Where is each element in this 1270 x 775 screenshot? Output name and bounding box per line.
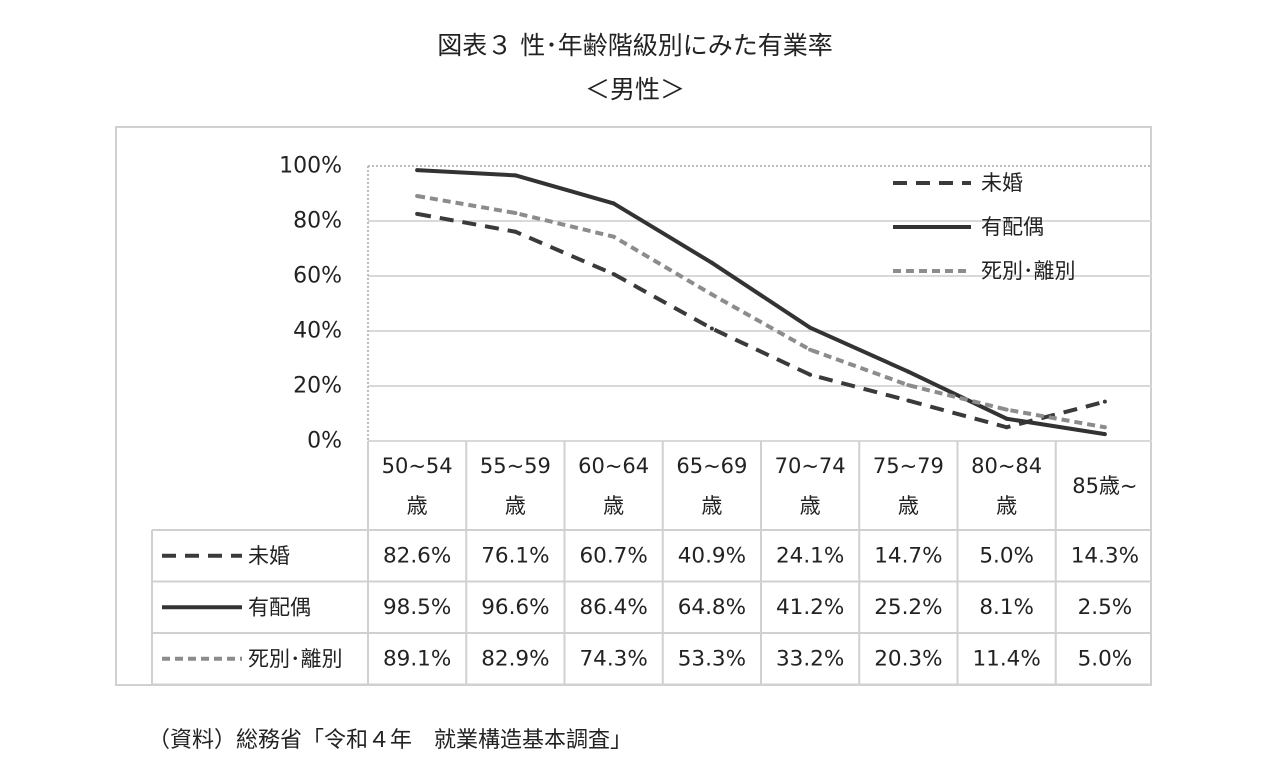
data-label: 14.7% [874, 543, 942, 568]
data-point [906, 369, 911, 374]
series-line-有配偶 [417, 168, 1106, 437]
x-tick-label: 歳 [898, 494, 919, 518]
x-tick-label: 70~74 [775, 454, 846, 478]
y-tick-label: 40% [293, 319, 342, 344]
x-tick-label: 80~84 [971, 454, 1042, 478]
x-tick-label: 歳 [701, 494, 722, 518]
data-point [808, 372, 813, 377]
data-point [1102, 399, 1107, 404]
data-label: 86.4% [579, 595, 647, 620]
data-point [1004, 407, 1009, 412]
data-label: 2.5% [1078, 595, 1133, 620]
x-tick-label: 55~59 [480, 454, 551, 478]
data-point [709, 326, 714, 331]
table-row-label: 有配偶 [248, 595, 311, 619]
data-label: 5.0% [979, 543, 1034, 568]
data-point [513, 229, 518, 234]
series-line-死別･離別 [416, 194, 1106, 430]
data-point [513, 173, 518, 178]
data-label: 82.9% [481, 646, 549, 671]
data-point [1004, 425, 1009, 430]
data-label: 24.1% [776, 543, 844, 568]
data-label: 5.0% [1078, 646, 1133, 671]
data-label: 64.8% [678, 595, 746, 620]
x-tick-label: 85歳~ [1072, 474, 1137, 498]
data-point [808, 347, 813, 352]
y-tick-label: 20% [293, 374, 342, 399]
chart-frame: 0% 20% 40% 60% 80% 100% 50~54 歳 55~59 歳 60~64 歳 65~6… [115, 126, 1152, 686]
data-label: 41.2% [776, 595, 844, 620]
data-label: 33.2% [776, 646, 844, 671]
data-label: 76.1% [481, 543, 549, 568]
chart-title: 図表３ 性･年齢階級別にみた有業率 [437, 31, 833, 60]
data-point [415, 168, 420, 173]
x-tick-label: 歳 [505, 494, 526, 518]
x-tick-label: 75~79 [873, 454, 944, 478]
data-point [415, 211, 420, 216]
data-label: 14.3% [1071, 543, 1139, 568]
x-tick-label: 歳 [800, 494, 821, 518]
x-tick-label: 65~69 [676, 454, 747, 478]
data-point [1004, 416, 1009, 421]
x-tick-label: 歳 [996, 494, 1017, 518]
data-point [1102, 432, 1107, 437]
source-note: （資料）総務省「令和４年 就業構造基本調査」 [148, 728, 633, 753]
data-point [415, 193, 420, 198]
x-tick-label: 歳 [603, 494, 624, 518]
data-label: 53.3% [678, 646, 746, 671]
data-label: 82.6% [383, 543, 451, 568]
data-label: 8.1% [979, 595, 1034, 620]
y-tick-label: 0% [307, 429, 342, 454]
x-tick-label: 50~54 [382, 454, 453, 478]
data-point [611, 234, 616, 239]
data-label: 40.9% [678, 543, 746, 568]
data-label: 74.3% [579, 646, 647, 671]
legend-label: 死別･離別 [981, 259, 1076, 283]
legend-label: 未婚 [981, 171, 1023, 195]
data-point [709, 260, 714, 265]
data-label: 60.7% [579, 543, 647, 568]
y-tick-label: 100% [279, 154, 342, 179]
data-label: 25.2% [874, 595, 942, 620]
data-label: 20.3% [874, 646, 942, 671]
legend-label: 有配偶 [981, 215, 1044, 239]
table-row-label: 死別･離別 [248, 647, 343, 671]
data-point [906, 398, 911, 403]
data-label: 98.5% [383, 595, 451, 620]
y-tick-label: 60% [293, 264, 342, 289]
data-point [709, 292, 714, 297]
data-point [611, 201, 616, 206]
data-label: 89.1% [383, 646, 451, 671]
x-tick-label: 歳 [407, 494, 428, 518]
x-tick-label: 60~64 [578, 454, 649, 478]
data-label: 11.4% [972, 646, 1040, 671]
data-label: 96.6% [481, 595, 549, 620]
line-chart-with-data-table: 0% 20% 40% 60% 80% 100% 50~54 歳 55~59 歳 60~64 歳 65~6… [151, 154, 1152, 686]
series-line-未婚 [416, 211, 1106, 430]
data-point [808, 325, 813, 330]
data-point [1102, 425, 1107, 430]
y-tick-label: 80% [293, 209, 342, 234]
data-point [513, 211, 518, 216]
chart-subtitle: ＜男性＞ [584, 75, 685, 104]
data-point [611, 272, 616, 277]
data-point [906, 383, 911, 388]
table-row-label: 未婚 [248, 544, 290, 568]
